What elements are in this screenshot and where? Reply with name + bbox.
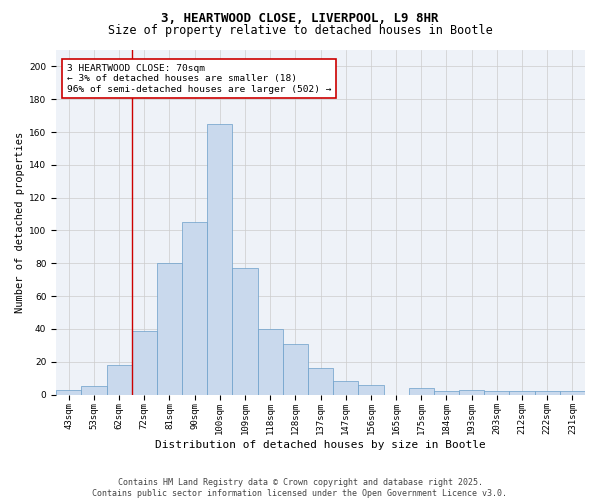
Bar xyxy=(207,124,232,394)
Bar xyxy=(82,386,107,394)
Bar xyxy=(484,392,509,394)
X-axis label: Distribution of detached houses by size in Bootle: Distribution of detached houses by size … xyxy=(155,440,486,450)
Bar xyxy=(257,329,283,394)
Bar xyxy=(409,388,434,394)
Text: 3, HEARTWOOD CLOSE, LIVERPOOL, L9 8HR: 3, HEARTWOOD CLOSE, LIVERPOOL, L9 8HR xyxy=(161,12,439,26)
Text: Size of property relative to detached houses in Bootle: Size of property relative to detached ho… xyxy=(107,24,493,37)
Y-axis label: Number of detached properties: Number of detached properties xyxy=(15,132,25,313)
Bar xyxy=(283,344,308,394)
Bar xyxy=(509,392,535,394)
Bar xyxy=(182,222,207,394)
Bar xyxy=(358,384,383,394)
Bar xyxy=(107,365,131,394)
Bar xyxy=(560,392,585,394)
Bar xyxy=(131,330,157,394)
Bar xyxy=(157,264,182,394)
Bar xyxy=(232,268,257,394)
Bar xyxy=(535,392,560,394)
Bar xyxy=(308,368,333,394)
Bar xyxy=(333,382,358,394)
Bar xyxy=(56,390,82,394)
Bar xyxy=(459,390,484,394)
Text: 3 HEARTWOOD CLOSE: 70sqm
← 3% of detached houses are smaller (18)
96% of semi-de: 3 HEARTWOOD CLOSE: 70sqm ← 3% of detache… xyxy=(67,64,331,94)
Bar xyxy=(434,392,459,394)
Text: Contains HM Land Registry data © Crown copyright and database right 2025.
Contai: Contains HM Land Registry data © Crown c… xyxy=(92,478,508,498)
